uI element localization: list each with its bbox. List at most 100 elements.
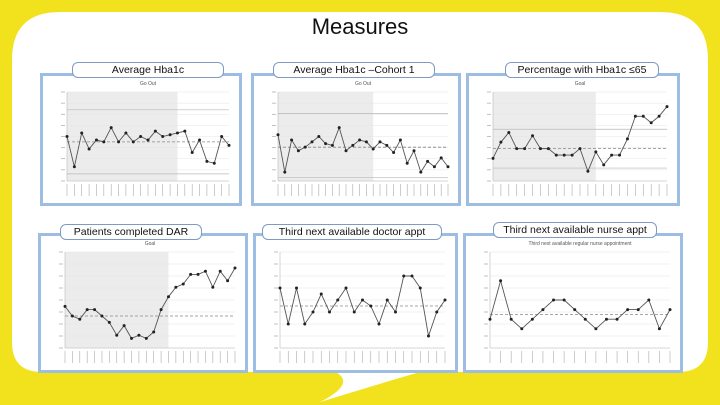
data-point — [78, 317, 82, 321]
chart-panel-5 — [256, 236, 455, 370]
data-point — [633, 114, 637, 118]
data-point — [352, 310, 356, 314]
data-point — [198, 138, 202, 142]
data-point — [283, 170, 287, 174]
data-point — [358, 138, 362, 142]
chart-subtitle: Go Out — [355, 81, 372, 87]
chart-panel-6: Third next available regular nurse appoi… — [466, 236, 680, 370]
data-point — [72, 165, 76, 169]
data-point — [203, 269, 207, 273]
data-point — [649, 121, 653, 125]
data-point — [432, 165, 436, 169]
data-point — [296, 149, 300, 153]
data-point — [546, 147, 550, 151]
data-point — [124, 131, 128, 135]
data-point — [159, 308, 163, 312]
chart-panel-2: Go Out — [254, 76, 458, 203]
data-point — [286, 322, 290, 326]
data-point — [509, 317, 513, 321]
data-point — [336, 298, 340, 302]
data-point — [196, 272, 200, 276]
data-point — [538, 147, 542, 151]
data-point — [610, 153, 614, 157]
data-point — [594, 150, 598, 154]
data-point — [491, 156, 495, 160]
data-point — [324, 142, 328, 146]
data-point — [647, 298, 651, 302]
data-point — [211, 285, 215, 289]
data-point — [594, 327, 598, 331]
data-point — [303, 322, 307, 326]
data-point — [130, 336, 134, 340]
data-point — [212, 161, 216, 165]
data-point — [174, 285, 178, 289]
data-point — [410, 274, 414, 278]
data-point — [570, 153, 574, 157]
data-point — [398, 138, 402, 142]
data-point — [85, 308, 89, 312]
chart-panel-4: Goal — [41, 236, 245, 370]
chart-label-1: Average Hba1c — [72, 62, 224, 78]
data-point — [344, 149, 348, 153]
data-point — [278, 286, 282, 290]
data-point — [183, 129, 187, 133]
data-point — [276, 133, 280, 137]
data-point — [93, 308, 97, 312]
chart-panel-3: Goal — [469, 76, 677, 203]
data-point — [426, 159, 430, 163]
data-point — [364, 140, 368, 144]
data-point — [530, 317, 534, 321]
data-point — [152, 330, 156, 334]
data-point — [443, 298, 447, 302]
data-point — [361, 298, 364, 302]
data-point — [131, 140, 135, 144]
data-point — [65, 135, 69, 138]
data-point — [63, 304, 67, 308]
chart-label-2: Average Hba1c –Cohort 1 — [273, 62, 435, 78]
data-point — [378, 140, 382, 144]
chart-panel-1: Go Out — [43, 76, 239, 203]
chart-label-3: Percentage with Hba1c ≤65 — [505, 62, 659, 78]
data-point — [233, 266, 237, 270]
data-point — [515, 147, 519, 151]
data-point — [602, 163, 606, 167]
data-point — [641, 114, 645, 118]
chart-subtitle: Go Out — [140, 81, 157, 87]
data-point — [668, 308, 672, 312]
data-point — [657, 327, 661, 331]
data-point — [636, 308, 640, 312]
data-point — [412, 149, 416, 153]
data-point — [377, 322, 381, 326]
data-point — [657, 114, 661, 118]
data-point — [303, 145, 307, 149]
data-point — [573, 308, 577, 312]
data-point — [626, 308, 630, 312]
data-point — [168, 133, 172, 137]
data-point — [220, 135, 224, 138]
data-point — [369, 304, 373, 308]
data-point — [531, 134, 535, 138]
chart-label-5: Third next available doctor appt — [262, 224, 442, 240]
data-point — [337, 126, 341, 130]
data-point — [310, 140, 314, 144]
data-point — [94, 138, 98, 142]
data-point — [351, 143, 355, 147]
data-point — [226, 279, 230, 283]
data-point — [205, 159, 209, 163]
data-point — [161, 135, 165, 138]
data-point — [446, 165, 450, 169]
data-point — [541, 308, 545, 312]
data-point — [311, 310, 315, 314]
data-point — [418, 286, 422, 290]
data-point — [139, 135, 143, 138]
data-point — [554, 153, 558, 157]
data-point — [166, 295, 170, 299]
data-point — [499, 279, 503, 283]
data-point — [115, 333, 119, 337]
data-point — [520, 327, 524, 331]
data-point — [439, 156, 443, 160]
data-point — [499, 140, 503, 144]
chart-subtitle: Third next available regular nurse appoi… — [528, 241, 632, 247]
data-point — [181, 282, 185, 286]
data-point — [190, 151, 194, 155]
